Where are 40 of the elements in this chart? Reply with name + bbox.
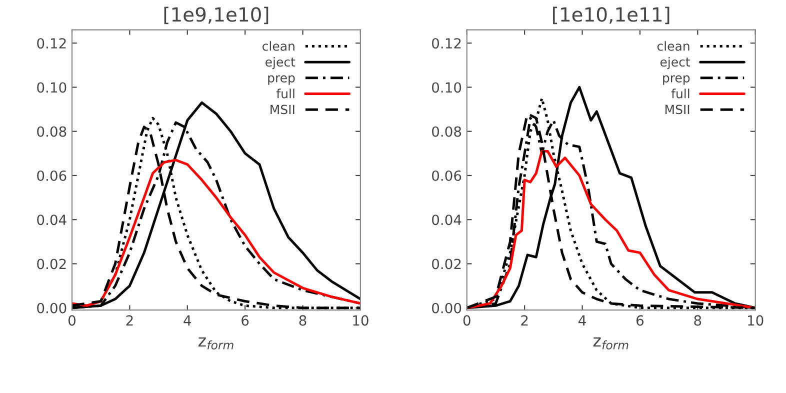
y-tick-label: 0.04 xyxy=(432,214,462,226)
y-tick-label: 0.12 xyxy=(37,38,66,49)
y-tick-label: 0.06 xyxy=(432,170,462,181)
chart-title: [1e10,1e11] xyxy=(553,6,670,24)
y-tick-label: 0.08 xyxy=(432,126,462,137)
chart-title: [1e9,1e10] xyxy=(164,6,268,24)
x-axis-title: z$_{form}$ xyxy=(198,337,234,350)
x-tick-label: 2 xyxy=(126,315,133,326)
y-tick-label: 0.00 xyxy=(37,302,66,314)
legend-label: prep xyxy=(663,75,690,85)
y-tick-label: 0.06 xyxy=(37,170,66,181)
legend-label: MSII xyxy=(270,104,294,114)
legend-label: eject xyxy=(266,56,296,70)
legend-label: eject xyxy=(660,56,690,70)
legend-label: full xyxy=(276,88,294,98)
x-tick-label: 6 xyxy=(636,315,644,326)
y-tick-label: 0.00 xyxy=(432,302,462,314)
legend-label: clean xyxy=(262,41,294,51)
y-tick-label: 0.10 xyxy=(432,82,462,93)
x-tick-label: 2 xyxy=(521,315,528,326)
y-tick-label: 0.10 xyxy=(37,82,66,93)
x-tick-label: 4 xyxy=(578,315,586,326)
x-axis-title: z$_{form}$ xyxy=(593,337,628,350)
x-tick-label: 0 xyxy=(463,315,470,326)
y-tick-label: 0.02 xyxy=(37,258,66,270)
legend-label: full xyxy=(671,88,690,98)
x-tick-label: 0 xyxy=(68,315,76,326)
legend-label: clean xyxy=(657,41,690,51)
y-tick-label: 0.12 xyxy=(432,38,461,49)
legend-label: MSII xyxy=(665,104,690,114)
x-tick-label: 8 xyxy=(694,315,702,326)
y-tick-label: 0.04 xyxy=(37,214,66,226)
legend-label: prep xyxy=(268,75,295,85)
x-tick-label: 8 xyxy=(299,315,306,326)
y-tick-label: 0.08 xyxy=(37,126,66,137)
x-tick-label: 10 xyxy=(748,315,764,326)
x-tick-label: 4 xyxy=(184,315,192,326)
y-tick-label: 0.02 xyxy=(432,258,461,270)
x-tick-label: 6 xyxy=(242,315,249,326)
x-tick-label: 10 xyxy=(353,315,368,326)
